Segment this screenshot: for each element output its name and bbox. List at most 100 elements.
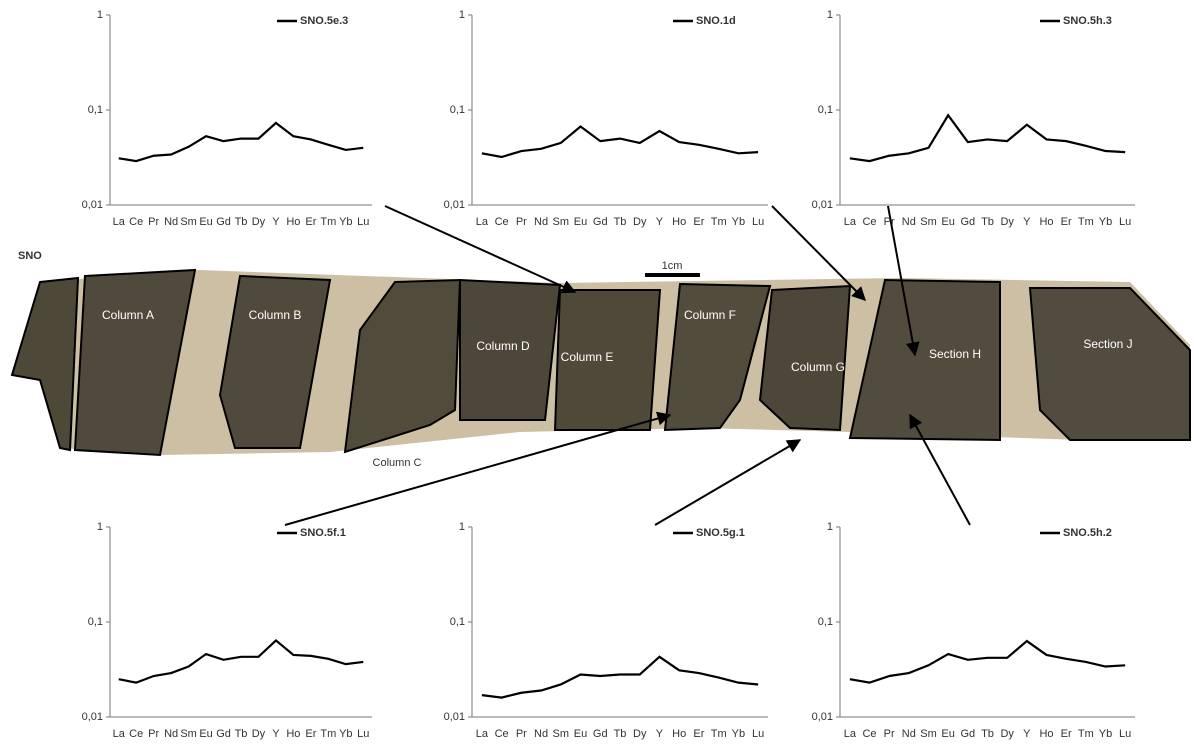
x-tick-label: Ho [672, 216, 686, 228]
region-label: Section J [1083, 337, 1132, 351]
x-tick-label: La [476, 216, 489, 228]
x-tick-label: Dy [252, 728, 266, 740]
data-line [119, 123, 364, 161]
x-tick-label: Ho [286, 216, 300, 228]
y-tick-label: 0,01 [812, 711, 833, 723]
x-tick-label: Tb [235, 728, 248, 740]
y-tick-label: 0,1 [88, 616, 103, 628]
x-tick-label: Lu [752, 216, 764, 228]
x-tick-label: Ho [1039, 216, 1053, 228]
x-tick-label: Sm [920, 216, 937, 228]
x-tick-label: Er [305, 728, 316, 740]
legend-label: SNO.5h.2 [1063, 527, 1112, 539]
x-tick-label: Y [272, 216, 280, 228]
legend-label: SNO.5g.1 [696, 527, 745, 539]
x-tick-label: Y [656, 216, 664, 228]
x-tick-label: Ho [672, 728, 686, 740]
x-tick-label: Tb [981, 728, 994, 740]
y-tick-label: 0,01 [444, 199, 465, 211]
y-tick-label: 1 [827, 9, 833, 21]
y-tick-label: 1 [459, 521, 465, 533]
x-tick-label: La [844, 216, 857, 228]
x-tick-label: Tb [614, 728, 627, 740]
x-tick-label: Eu [941, 728, 954, 740]
x-tick-label: Tb [235, 216, 248, 228]
x-tick-label: Tm [1078, 216, 1094, 228]
region-label: Column G [791, 360, 845, 374]
x-tick-label: Dy [252, 216, 266, 228]
figure-label: SNO [18, 250, 42, 262]
x-tick-label: Ce [495, 216, 509, 228]
x-tick-label: Y [272, 728, 280, 740]
x-tick-label: Ce [862, 216, 876, 228]
y-tick-label: 0,01 [444, 711, 465, 723]
x-tick-label: Nd [164, 216, 178, 228]
region-label: Column C [373, 457, 422, 469]
x-tick-label: Er [1061, 728, 1072, 740]
x-tick-label: Pr [884, 216, 895, 228]
x-tick-label: Gd [593, 728, 608, 740]
x-tick-label: Dy [633, 216, 647, 228]
data-line [119, 640, 364, 682]
x-tick-label: Tb [614, 216, 627, 228]
region-label: Column B [249, 308, 302, 322]
x-tick-label: Lu [1119, 728, 1131, 740]
y-tick-label: 1 [459, 9, 465, 21]
region-label: Column A [102, 308, 154, 322]
legend-label: SNO.5h.3 [1063, 15, 1112, 27]
x-tick-label: Eu [941, 216, 954, 228]
x-tick-label: Lu [357, 728, 369, 740]
y-tick-label: 0,1 [818, 104, 833, 116]
x-tick-label: Pr [148, 216, 159, 228]
x-tick-label: Nd [902, 728, 916, 740]
data-line [482, 657, 758, 698]
x-tick-label: Yb [732, 216, 745, 228]
legend-label: SNO.5e.3 [300, 15, 348, 27]
x-tick-label: Yb [339, 728, 352, 740]
y-tick-label: 0,01 [812, 199, 833, 211]
x-tick-label: Yb [339, 216, 352, 228]
x-tick-label: Nd [534, 216, 548, 228]
y-tick-label: 0,1 [450, 104, 465, 116]
x-tick-label: Gd [216, 216, 231, 228]
x-tick-label: Eu [199, 216, 212, 228]
data-line [850, 115, 1125, 161]
x-tick-label: Tm [711, 728, 727, 740]
x-tick-label: Er [693, 216, 704, 228]
x-tick-label: Er [693, 728, 704, 740]
x-tick-label: Ce [129, 216, 143, 228]
x-tick-label: Nd [164, 728, 178, 740]
x-tick-label: Lu [752, 728, 764, 740]
x-tick-label: Dy [1000, 728, 1014, 740]
y-tick-label: 0,1 [818, 616, 833, 628]
x-tick-label: Ce [129, 728, 143, 740]
x-tick-label: Y [656, 728, 664, 740]
x-tick-label: La [113, 728, 126, 740]
x-tick-label: Pr [516, 728, 527, 740]
x-tick-label: Eu [199, 728, 212, 740]
x-tick-label: Dy [1000, 216, 1014, 228]
x-tick-label: Ce [495, 728, 509, 740]
x-tick-label: Tm [320, 216, 336, 228]
x-tick-label: Lu [357, 216, 369, 228]
x-tick-label: Nd [534, 728, 548, 740]
legend-label: SNO.1d [696, 15, 736, 27]
x-tick-label: Tm [320, 728, 336, 740]
x-tick-label: Sm [553, 728, 570, 740]
x-tick-label: Nd [902, 216, 916, 228]
x-tick-label: La [476, 728, 489, 740]
x-tick-label: Eu [574, 216, 587, 228]
x-tick-label: Sm [553, 216, 570, 228]
x-tick-label: Sm [180, 216, 197, 228]
scale-bar-label: 1cm [662, 260, 683, 272]
x-tick-label: Yb [1099, 216, 1112, 228]
x-tick-label: Gd [593, 216, 608, 228]
data-line [482, 127, 758, 157]
y-tick-label: 1 [97, 521, 103, 533]
x-tick-label: Sm [920, 728, 937, 740]
x-tick-label: La [113, 216, 126, 228]
x-tick-label: Tb [981, 216, 994, 228]
x-tick-label: Tm [711, 216, 727, 228]
x-tick-label: La [844, 728, 857, 740]
x-tick-label: Dy [633, 728, 647, 740]
